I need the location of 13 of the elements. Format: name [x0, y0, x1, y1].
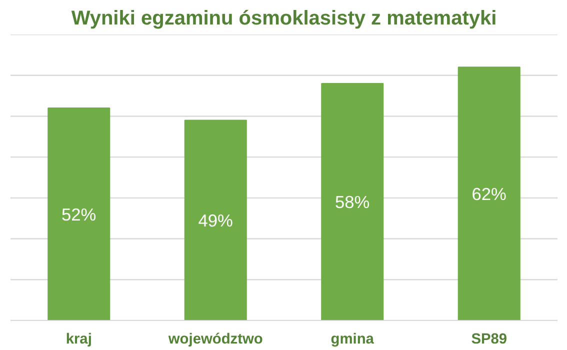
x-tick-label: gmina [330, 332, 375, 348]
data-label: 58% [335, 192, 370, 212]
bar [48, 108, 110, 320]
bar [321, 83, 384, 320]
bar [184, 120, 247, 320]
chart-title: Wyniki egzaminu ósmoklasisty z matematyki [71, 8, 497, 30]
data-label: 52% [62, 204, 96, 224]
data-label: 49% [198, 210, 233, 230]
x-tick-label: województwo [167, 332, 263, 348]
x-tick-label: SP89 [471, 332, 508, 348]
bar [458, 66, 520, 320]
x-tick-label: kraj [66, 332, 92, 348]
data-label: 62% [472, 184, 506, 204]
